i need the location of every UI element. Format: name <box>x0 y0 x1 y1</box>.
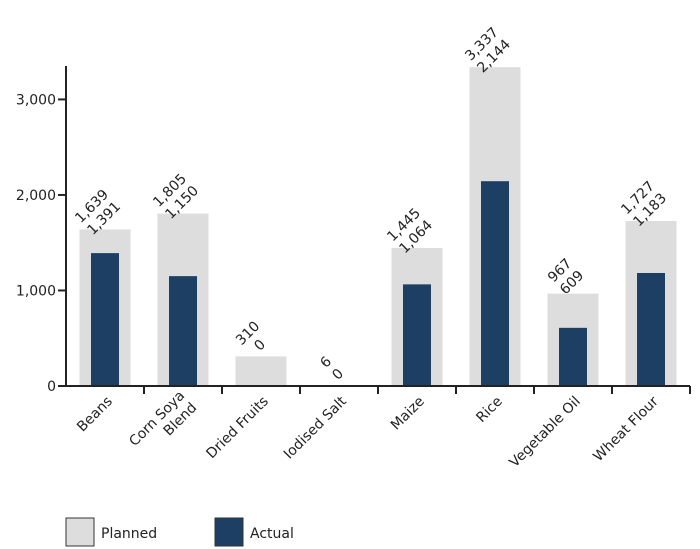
data-label-actual-iodised-salt: 0 <box>329 366 347 384</box>
x-tick-label-rice: Rice <box>473 394 505 426</box>
data-label-group-iodised-salt: 60 <box>317 354 347 384</box>
category-label: Vegetable Oil <box>507 394 584 471</box>
x-tick-label-dried-fruits: Dried Fruits <box>203 394 271 462</box>
category-label-line: Iodised Salt <box>281 393 350 462</box>
category-label: Dried Fruits <box>203 394 271 462</box>
category-label: Iodised Salt <box>281 393 350 462</box>
legend: Planned Actual <box>65 517 294 547</box>
bar-planned-dried-fruits <box>235 356 287 386</box>
legend-swatch-actual <box>214 517 244 547</box>
legend-label-actual: Actual <box>250 526 294 542</box>
x-axis-ticks: Beans Corn SoyaBlend Dried Fruits Iodised S… <box>74 386 691 471</box>
x-tick-label-corn-soya-blend: Corn SoyaBlend <box>126 388 200 462</box>
bar-actual-vegetable-oil <box>559 327 587 386</box>
legend-label-planned: Planned <box>101 526 157 542</box>
category-label-line: Rice <box>473 394 505 426</box>
category-label: Wheat Flour <box>590 393 662 465</box>
y-axis-ticks: 0 1,000 2,000 3,000 <box>16 92 66 395</box>
category-label: Beans <box>74 394 116 436</box>
data-label-actual-dried-fruits: 0 <box>251 337 269 355</box>
bar-actual-wheat-flour <box>637 272 665 386</box>
category-label: Rice <box>473 394 505 426</box>
category-label-line: Wheat Flour <box>590 393 662 465</box>
bar-actual-rice <box>481 181 509 386</box>
y-tick-label: 3,000 <box>16 92 56 108</box>
x-tick-label-wheat-flour: Wheat Flour <box>590 393 662 465</box>
category-label-line: Vegetable Oil <box>507 394 584 471</box>
bar-actual-beans <box>91 253 119 386</box>
category-label-line: Beans <box>74 394 116 436</box>
category-label: Corn SoyaBlend <box>126 388 200 462</box>
y-tick-label: 1,000 <box>16 283 56 299</box>
x-tick-label-iodised-salt: Iodised Salt <box>281 393 350 462</box>
category-label-line: Dried Fruits <box>203 394 271 462</box>
legend-swatch-planned <box>65 517 95 547</box>
bars-group <box>79 67 677 386</box>
x-tick-label-maize: Maize <box>388 394 428 434</box>
bar-actual-maize <box>403 284 431 386</box>
category-label-line: Maize <box>388 394 428 434</box>
category-label: Maize <box>388 394 428 434</box>
x-tick-label-vegetable-oil: Vegetable Oil <box>507 394 584 471</box>
bar-actual-corn-soya-blend <box>169 276 197 386</box>
y-tick-label: 2,000 <box>16 188 56 204</box>
x-tick-label-beans: Beans <box>74 394 116 436</box>
y-tick-label: 0 <box>47 379 56 395</box>
